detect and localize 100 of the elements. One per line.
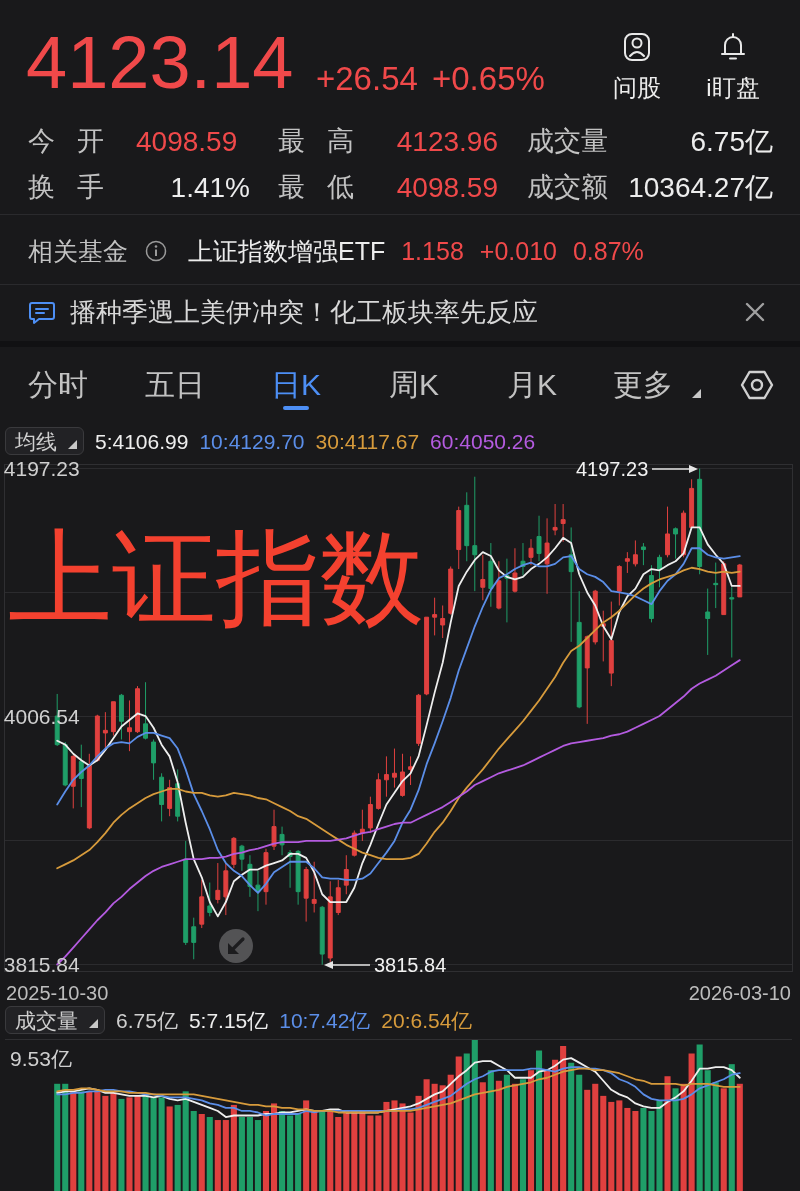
bar (495, 1080, 502, 1191)
candlestick (528, 538, 534, 566)
bar (94, 1091, 101, 1191)
candlestick (480, 554, 486, 601)
bar (439, 1085, 446, 1191)
bar (198, 1113, 205, 1191)
legend-title: 均线 (15, 429, 57, 453)
text: 周K (388, 368, 440, 401)
bar (592, 1083, 599, 1191)
bar (503, 1074, 510, 1191)
candlestick (488, 542, 494, 608)
bar (62, 1083, 69, 1191)
candlestick (640, 542, 646, 566)
text: 五日 (145, 368, 205, 401)
bar (102, 1095, 109, 1191)
candlestick (665, 506, 670, 558)
bar (158, 1097, 165, 1191)
bar (608, 1101, 615, 1191)
annotation: 9.53亿 (10, 1047, 72, 1070)
candlestick (118, 693, 124, 740)
candlestick (624, 551, 630, 574)
text: 日K (270, 368, 322, 401)
candlestick (151, 738, 157, 781)
candlestick (608, 601, 614, 687)
candlestick (689, 478, 695, 530)
candlestick (319, 905, 325, 966)
candlestick (167, 779, 173, 817)
x-tick-label: 2025-10-30 (6, 982, 109, 1004)
candlestick (223, 862, 229, 916)
candlestick (135, 685, 140, 734)
bar (431, 1083, 438, 1191)
candlestick (295, 849, 301, 906)
text: 分时 (28, 368, 88, 401)
candlestick (143, 681, 148, 740)
candlestick (207, 882, 213, 917)
text: +26.54 (316, 59, 418, 97)
bar (672, 1088, 679, 1191)
bar (447, 1074, 454, 1191)
candlestick (512, 547, 518, 593)
candlestick (400, 753, 405, 798)
candlestick (440, 604, 446, 639)
bar (335, 1117, 342, 1191)
bar (262, 1110, 270, 1191)
bar (704, 1070, 711, 1191)
candlestick (183, 840, 189, 946)
bar (110, 1092, 117, 1191)
bar (375, 1115, 382, 1191)
text: 30:4117.67 (315, 429, 420, 453)
candlestick (383, 755, 389, 798)
bar (600, 1095, 607, 1191)
bar (182, 1091, 189, 1191)
bar (166, 1106, 173, 1191)
bar (511, 1083, 518, 1191)
candlestick (343, 854, 349, 895)
text: 4098.59 (136, 126, 238, 157)
candlestick (199, 879, 205, 929)
bar (696, 1044, 703, 1191)
text: 5:4106.99 (95, 429, 189, 453)
candlestick (359, 809, 365, 842)
bar (552, 1059, 559, 1191)
bar (230, 1104, 237, 1191)
bar (287, 1115, 294, 1191)
text: 今开 (28, 125, 104, 156)
candlestick (70, 754, 76, 809)
bar (487, 1070, 494, 1191)
bar (270, 1103, 278, 1191)
candlestick (448, 565, 454, 616)
legend-title: 成交量 (15, 1008, 78, 1032)
candlestick (408, 755, 414, 786)
candlestick (632, 539, 638, 567)
text: 换手 (28, 171, 104, 202)
bar (54, 1083, 61, 1191)
bar (688, 1053, 695, 1191)
candlestick (94, 714, 100, 763)
bar (150, 1097, 157, 1191)
bar (319, 1110, 326, 1191)
candlestick (673, 526, 679, 560)
dropdown-button: 成交量 (5, 1006, 105, 1034)
candlestick (392, 748, 397, 789)
bar (544, 1070, 551, 1191)
text: 上证指数增强ETF (188, 236, 386, 265)
bar (728, 1064, 735, 1191)
candlestick (657, 554, 662, 588)
candlestick (375, 772, 381, 811)
text: 10:4129.70 (199, 429, 305, 453)
candlestick (576, 590, 582, 709)
text: 上证指数 (8, 520, 425, 637)
candlestick (78, 744, 84, 808)
bar (720, 1088, 727, 1191)
candlestick (697, 468, 703, 575)
bar (359, 1110, 366, 1191)
text: 5:7.15亿 (188, 1008, 269, 1032)
bar (246, 1117, 253, 1191)
bar (86, 1091, 93, 1191)
text: 1.41% (170, 172, 250, 203)
text: 10364.27亿 (628, 172, 773, 203)
bar (423, 1079, 430, 1191)
candlestick (544, 517, 550, 595)
candlestick (464, 491, 470, 562)
bar (736, 1083, 743, 1191)
